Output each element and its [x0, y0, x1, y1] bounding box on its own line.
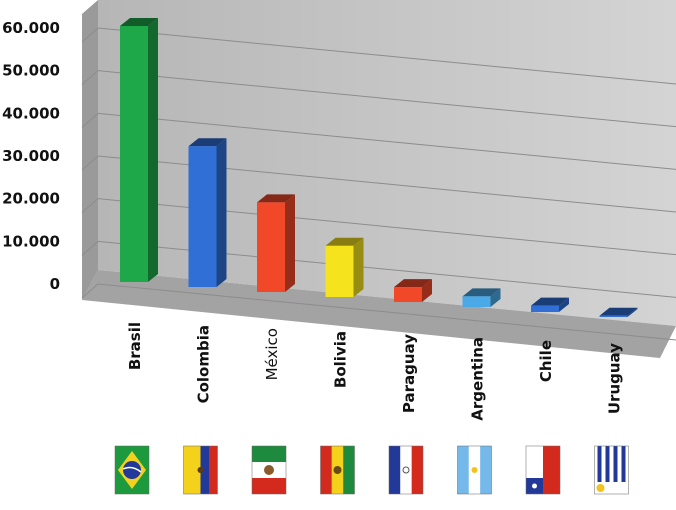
gridline: [97, 27, 676, 85]
bar-top: [531, 297, 569, 306]
gridline-side: [81, 240, 99, 256]
mexico-flag-icon: [251, 445, 287, 495]
gridline-side: [81, 198, 99, 214]
x-category-label: Paraguay: [400, 334, 418, 413]
bar-front: [394, 287, 422, 302]
bar-top: [257, 194, 295, 203]
x-category-label: Chile: [537, 340, 555, 382]
bar-side: [353, 237, 364, 297]
gridline-side: [81, 155, 99, 171]
bar-side: [148, 18, 158, 282]
bar-paraguay: [394, 279, 432, 302]
bar-chile: [531, 297, 569, 312]
bar-top: [394, 279, 432, 288]
bar-front: [599, 315, 628, 317]
bar-bolivia: [325, 237, 364, 297]
bolivia-flag-icon: [320, 445, 355, 495]
bar-uruguay: [599, 307, 638, 317]
chart-back-wall: [98, 0, 676, 326]
y-tick-label: 60.000: [2, 19, 60, 37]
chart-floor: [82, 270, 676, 358]
bar-side: [285, 194, 295, 292]
bar-colombia: [188, 138, 227, 287]
bar-front: [462, 296, 491, 307]
bar-top: [188, 138, 227, 147]
x-category-label: Uruguay: [606, 343, 624, 414]
bar-top: [120, 18, 158, 26]
bar-argentina: [462, 288, 501, 307]
x-category-label: México: [263, 328, 281, 380]
gridline-side: [81, 283, 99, 299]
bar-top: [462, 288, 501, 297]
gridline: [97, 283, 676, 341]
bar-side: [422, 279, 432, 302]
y-tick-label: 0: [50, 275, 60, 293]
bar-side: [559, 297, 569, 312]
bar-front: [325, 245, 354, 297]
brazil-flag-icon: [114, 445, 150, 495]
x-category-label: Argentina: [469, 337, 487, 421]
bar-top: [599, 307, 638, 316]
bar-front: [531, 305, 559, 312]
x-category-label: Bolivia: [332, 331, 350, 388]
y-tick-label: 30.000: [2, 147, 60, 165]
bar-brasil: [120, 18, 158, 282]
x-category-label: Colombia: [195, 325, 213, 403]
uruguay-flag-icon: [594, 445, 629, 495]
bar-front: [188, 146, 217, 287]
argentina-flag-icon: [457, 445, 492, 495]
y-tick-label: 40.000: [2, 104, 60, 122]
bar-front: [120, 26, 148, 282]
gridline-side: [81, 70, 99, 86]
y-tick-label: 10.000: [2, 232, 60, 250]
bar-side: [627, 307, 638, 317]
bar-side: [216, 138, 227, 287]
gridline-side: [81, 112, 99, 128]
gridline-side: [81, 27, 99, 43]
chile-flag-icon: [525, 445, 561, 495]
colombia-flag-icon: [183, 445, 218, 495]
bar-side: [490, 288, 501, 307]
x-category-label: Brasil: [126, 322, 144, 370]
y-tick-label: 50.000: [2, 62, 60, 80]
gridline: [97, 112, 676, 170]
bar-front: [257, 202, 285, 292]
paraguay-flag-icon: [388, 445, 424, 495]
bar-méxico: [257, 194, 295, 292]
chart-left-wall: [82, 0, 98, 300]
bar-top: [325, 237, 364, 246]
gridline: [97, 70, 676, 128]
y-tick-label: 20.000: [2, 190, 60, 208]
